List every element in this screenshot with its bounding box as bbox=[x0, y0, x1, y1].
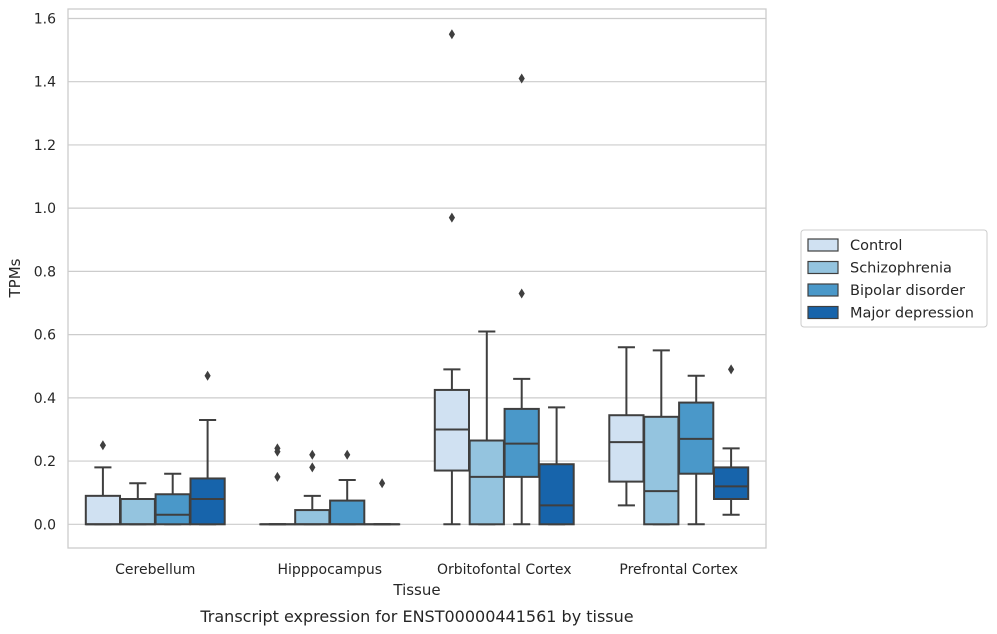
box-layer bbox=[84, 29, 750, 526]
y-axis-label: TPMs bbox=[6, 258, 24, 298]
box-0-2 bbox=[154, 472, 191, 526]
x-tick-label: Prefrontal Cortex bbox=[619, 562, 738, 578]
box-1-2 bbox=[329, 449, 366, 526]
box-iqr bbox=[468, 439, 505, 526]
box-iqr bbox=[84, 494, 122, 526]
x-tick-label: Cerebellum bbox=[115, 562, 195, 578]
outlier-point bbox=[448, 212, 455, 223]
legend-swatch bbox=[807, 238, 839, 252]
legend-label: Bipolar disorder bbox=[850, 283, 965, 299]
x-tick-label: Hipppocampus bbox=[277, 562, 382, 578]
outlier-point bbox=[448, 29, 455, 40]
box-3-0 bbox=[608, 346, 645, 507]
box-iqr bbox=[538, 463, 575, 526]
outlier-point bbox=[309, 449, 316, 460]
box-0-0 bbox=[84, 440, 122, 526]
box-1-1 bbox=[294, 449, 331, 526]
box-iqr bbox=[329, 499, 366, 526]
plot-frame bbox=[67, 8, 767, 549]
outlier-point bbox=[379, 478, 386, 489]
box-2-1 bbox=[468, 330, 505, 526]
y-tick-label: 0.2 bbox=[34, 454, 56, 470]
box-iqr bbox=[643, 415, 680, 526]
y-tick-label: 0.8 bbox=[34, 264, 56, 280]
y-tick-label: 1.4 bbox=[34, 75, 56, 91]
x-axis-label: Tissue bbox=[392, 581, 440, 599]
x-tick-labels: Cerebellum Hipppocampus Orbitofontal Corte… bbox=[115, 562, 738, 578]
outlier-point bbox=[518, 288, 525, 299]
box-iqr bbox=[119, 498, 156, 526]
legend: Control Schizophrenia Bipolar disorder Majo… bbox=[800, 229, 988, 328]
outlier-point bbox=[518, 73, 525, 84]
legend-frame bbox=[800, 229, 988, 328]
legend-swatch bbox=[807, 260, 839, 275]
outlier-point bbox=[309, 462, 316, 473]
grid-lines bbox=[68, 17, 766, 525]
box-iqr bbox=[154, 493, 191, 526]
outlier-point bbox=[274, 443, 281, 454]
box-iqr bbox=[189, 477, 226, 526]
y-tick-label: 0.4 bbox=[34, 391, 56, 407]
outlier-point bbox=[204, 370, 211, 381]
box-1-3 bbox=[363, 478, 401, 526]
chart-caption: Transcript expression for ENST0000044156… bbox=[199, 607, 633, 626]
box-2-2 bbox=[503, 73, 540, 526]
outlier-point bbox=[344, 449, 351, 460]
legend-swatch bbox=[807, 283, 839, 297]
y-tick-labels: 0.0 0.2 0.4 0.6 0.8 1.0 1.2 1.4 1.6 bbox=[34, 11, 56, 533]
box-1-0 bbox=[259, 443, 296, 526]
box-0-1 bbox=[119, 482, 156, 526]
box-2-0 bbox=[433, 29, 471, 526]
box-iqr bbox=[712, 466, 750, 500]
legend-swatch bbox=[807, 305, 839, 320]
y-tick-label: 1.6 bbox=[34, 11, 56, 27]
y-tick-label: 0.0 bbox=[34, 517, 56, 533]
box-3-1 bbox=[643, 349, 680, 526]
y-tick-label: 0.6 bbox=[34, 328, 56, 344]
y-tick-label: 1.0 bbox=[34, 201, 56, 217]
outlier-point bbox=[728, 364, 735, 375]
box-iqr bbox=[608, 414, 645, 483]
box-3-2 bbox=[678, 374, 715, 526]
box-0-3 bbox=[189, 370, 226, 526]
box-3-3 bbox=[712, 364, 750, 516]
box-iqr bbox=[294, 509, 331, 526]
outlier-point bbox=[274, 471, 281, 482]
legend-label: Schizophrenia bbox=[850, 261, 952, 277]
box-2-3 bbox=[538, 406, 575, 526]
x-tick-label: Orbitofontal Cortex bbox=[437, 562, 572, 578]
legend-label: Major depression bbox=[850, 306, 974, 322]
outlier-point bbox=[99, 440, 106, 451]
legend-label: Control bbox=[850, 238, 902, 254]
y-tick-label: 1.2 bbox=[34, 138, 56, 154]
